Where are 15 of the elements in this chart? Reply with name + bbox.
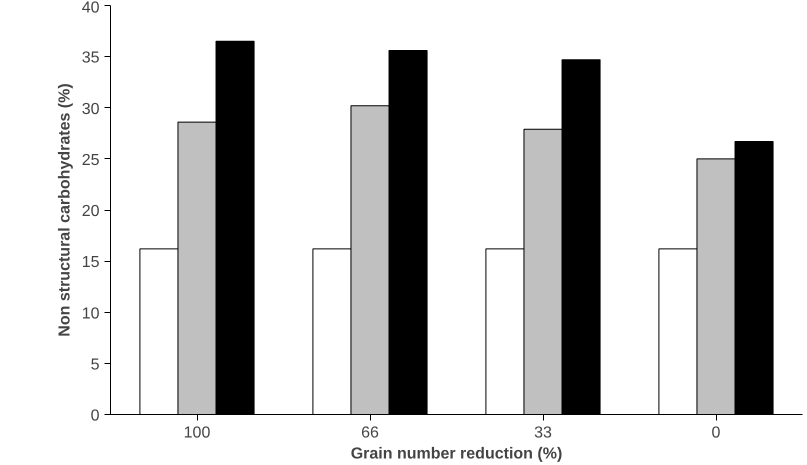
x-tick-label: 100	[184, 424, 210, 442]
x-axis-title: Grain number reduction (%)	[350, 446, 562, 462]
y-tick-label: 25	[82, 152, 100, 169]
y-tick-label: 10	[82, 305, 100, 322]
x-tick-label: 66	[361, 424, 379, 442]
y-axis-title: Non structural carbohydrates (%)	[56, 83, 74, 337]
y-tick-label: 15	[82, 254, 100, 272]
x-tick-label: 33	[534, 424, 552, 442]
x-tick-label: 0	[712, 424, 721, 442]
y-tick-label: 0	[90, 408, 100, 424]
y-tick-label: 40	[82, 0, 100, 16]
y-tick-label: 5	[90, 356, 100, 374]
y-tick-label: 20	[82, 203, 100, 220]
y-tick-label: 30	[82, 100, 100, 118]
y-tick-label: 35	[82, 50, 100, 67]
